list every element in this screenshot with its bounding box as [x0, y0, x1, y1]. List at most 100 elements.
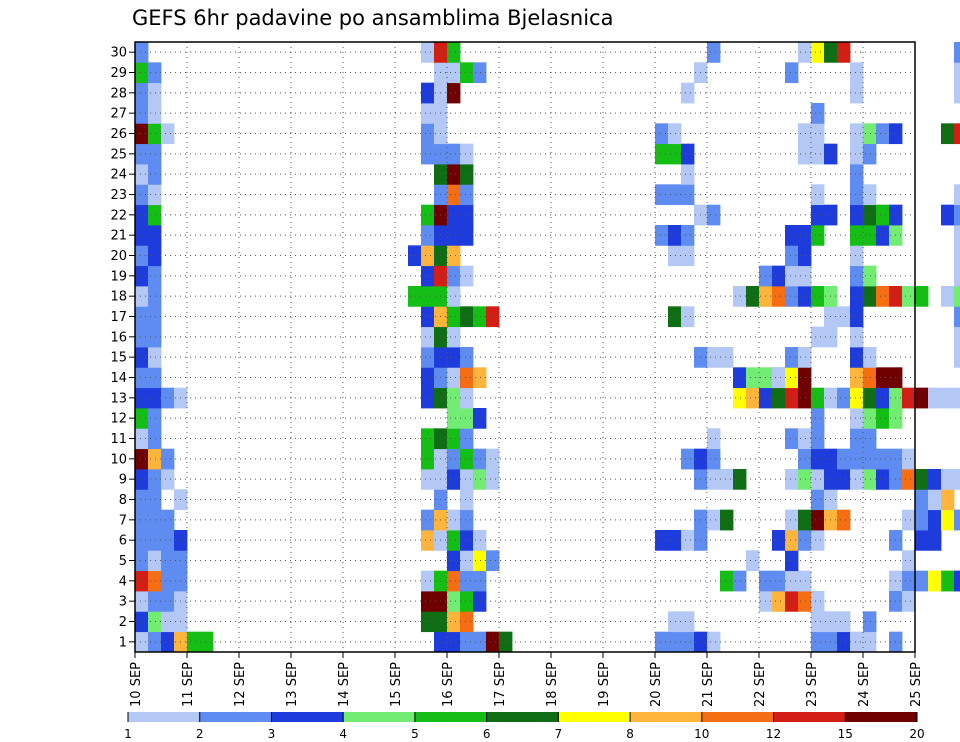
heatmap-cell — [850, 367, 864, 389]
heatmap-cell — [733, 367, 747, 389]
heatmap-cell — [161, 509, 175, 531]
heatmap-cell — [148, 408, 162, 429]
heatmap-cell — [850, 164, 864, 185]
heatmap-cell — [785, 367, 799, 389]
heatmap-cell — [148, 347, 162, 368]
heatmap-cell — [837, 387, 851, 409]
heatmap-cell — [863, 631, 877, 653]
x-tick-label: 17 SEP — [493, 662, 508, 707]
heatmap-cell — [876, 204, 890, 226]
heatmap-cell — [460, 164, 474, 185]
heatmap-cell — [811, 387, 825, 409]
heatmap-cell — [850, 123, 864, 145]
heatmap-cell — [421, 347, 435, 368]
colorbar-label: 8 — [626, 727, 634, 741]
heatmap-cell — [902, 286, 916, 307]
y-tick-label: 27 — [110, 107, 127, 122]
heatmap-cell — [915, 469, 929, 490]
y-tick-label: 14 — [110, 371, 127, 386]
heatmap-cell — [135, 42, 149, 63]
heatmap-cell — [863, 367, 877, 389]
y-tick-label: 20 — [110, 249, 127, 264]
heatmap-cell — [941, 469, 955, 490]
colorbar-segment — [773, 712, 846, 722]
heatmap-cell — [161, 591, 175, 612]
heatmap-cell — [148, 530, 162, 551]
x-axis: 10 SEP 11 SEP 12 SEP 13 SEP 14 SEP 15 SEP 16 S… — [129, 652, 924, 707]
heatmap-cell — [941, 123, 955, 145]
heatmap-cell — [486, 448, 500, 470]
heatmap-cell — [720, 469, 734, 490]
heatmap-cell — [811, 489, 825, 511]
heatmap-cell — [707, 204, 721, 226]
colorbar-segment — [414, 712, 487, 722]
heatmap-cell — [460, 469, 474, 490]
x-tick-label: 24 SEP — [857, 662, 872, 707]
heatmap-cell — [798, 387, 812, 409]
heatmap-cell — [135, 82, 149, 104]
heatmap-cell — [135, 611, 149, 633]
heatmap-cell — [785, 591, 799, 612]
heatmap-cell — [460, 428, 474, 450]
heatmap-cell — [460, 550, 474, 572]
heatmap-cell — [811, 530, 825, 551]
colorbar-label: 3 — [268, 727, 276, 741]
heatmap-cell — [421, 611, 435, 633]
heatmap-cell — [954, 82, 960, 104]
y-tick-label: 23 — [110, 188, 127, 203]
heatmap-cell — [850, 225, 864, 246]
heatmap-cell — [447, 550, 461, 572]
heatmap-cell — [421, 103, 435, 124]
heatmap-cell — [447, 347, 461, 368]
y-tick-label: 6 — [119, 534, 127, 549]
heatmap-cell — [473, 306, 487, 328]
heatmap-cell — [798, 509, 812, 531]
heatmap-cell — [161, 611, 175, 633]
heatmap-cell — [954, 245, 960, 267]
heatmap-cell — [811, 631, 825, 653]
heatmap-cell — [785, 286, 799, 307]
heatmap-cell — [421, 225, 435, 246]
heatmap-cell — [850, 306, 864, 328]
heatmap-cell — [928, 509, 942, 531]
heatmap-cell — [902, 550, 916, 572]
heatmap-cell — [798, 367, 812, 389]
heatmap-cell — [811, 591, 825, 612]
heatmap-cell — [863, 184, 877, 206]
heatmap-cell — [460, 265, 474, 287]
colorbar-label: 4 — [339, 727, 347, 741]
heatmap-cell — [772, 530, 786, 551]
colorbar-label: 6 — [483, 727, 491, 741]
heatmap-cell — [135, 591, 149, 612]
heatmap-cell — [720, 347, 734, 368]
heatmap-cell — [954, 42, 960, 63]
heatmap-cell — [161, 570, 175, 592]
heatmap-cell — [148, 204, 162, 226]
heatmap-cell — [785, 225, 799, 246]
heatmap-cell — [863, 469, 877, 490]
heatmap-cell — [148, 225, 162, 246]
heatmap-cell — [135, 204, 149, 226]
y-tick-label: 30 — [110, 46, 127, 61]
y-tick-label: 18 — [110, 290, 127, 305]
colorbar-segment — [845, 712, 918, 722]
heatmap-cell — [720, 509, 734, 531]
heatmap-cell — [681, 82, 695, 104]
heatmap-cell — [681, 306, 695, 328]
x-tick-label: 16 SEP — [441, 662, 456, 707]
heatmap-cell — [785, 347, 799, 368]
y-tick-label: 17 — [110, 310, 127, 325]
heatmap-cell — [135, 265, 149, 287]
heatmap-cell — [655, 530, 669, 551]
heatmap-cell — [460, 306, 474, 328]
heatmap-cell — [135, 489, 149, 511]
y-tick-label: 24 — [110, 168, 127, 183]
y-tick-label: 9 — [119, 473, 127, 488]
heatmap-cell — [148, 164, 162, 185]
heatmap-cell — [954, 123, 960, 145]
heatmap-cell — [785, 550, 799, 572]
y-tick-label: 25 — [110, 147, 127, 162]
heatmap-cell — [772, 387, 786, 409]
heatmap-cell — [733, 469, 747, 490]
heatmap-cell — [837, 611, 851, 633]
